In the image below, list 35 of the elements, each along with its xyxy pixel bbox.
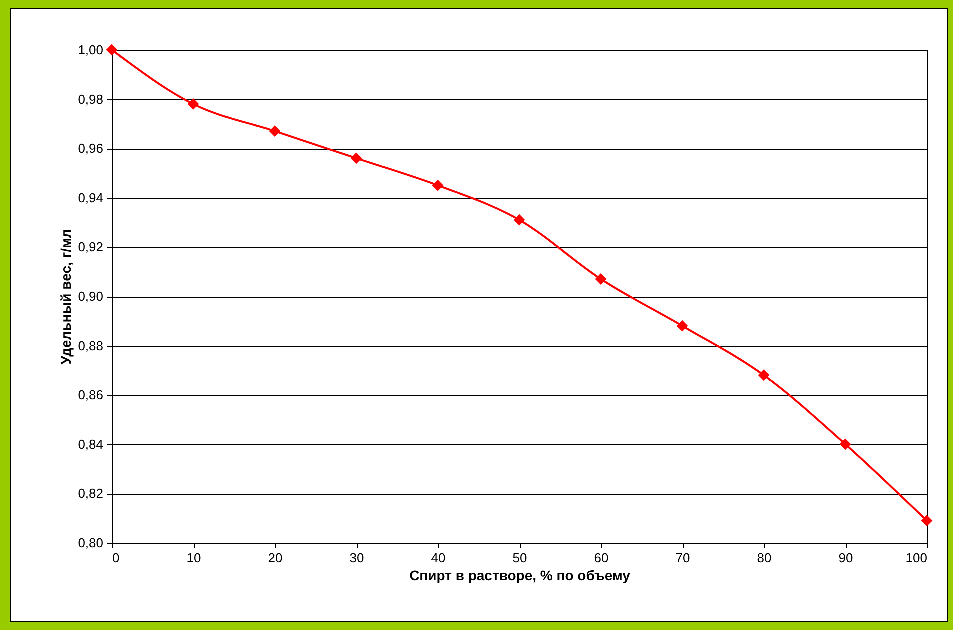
y-tick-label: 0,94 xyxy=(78,190,104,206)
x-tick-label: 70 xyxy=(676,550,690,566)
point xyxy=(840,438,852,450)
y-tick-label: 0,84 xyxy=(78,436,104,452)
point xyxy=(269,126,281,138)
y-tick-label: 0,88 xyxy=(78,338,104,354)
y-tick-label: 0,82 xyxy=(78,486,104,502)
x-tick-label: 10 xyxy=(186,550,202,566)
point xyxy=(432,180,444,192)
y-tick-label: 0,96 xyxy=(78,141,104,156)
x-tick-label: 90 xyxy=(838,550,854,566)
point xyxy=(676,320,688,332)
y-tick-label: 0,86 xyxy=(78,388,104,403)
x-tick-label: 60 xyxy=(594,550,609,566)
point xyxy=(106,44,118,56)
point xyxy=(595,274,607,285)
x-tick-label: 80 xyxy=(757,550,772,566)
x-tick-label: 100 xyxy=(906,550,928,566)
point xyxy=(188,98,200,110)
x-axis-title: Спирт в растворе, % по объему xyxy=(410,568,631,584)
point xyxy=(350,152,362,164)
y-axis-title: Удельный вес, г/мл xyxy=(58,229,74,365)
x-tick-label: 40 xyxy=(431,550,446,566)
x-tick-label: 30 xyxy=(350,550,364,566)
y-tick-label: 0,80 xyxy=(78,536,104,550)
x-tick-label: 0 xyxy=(112,550,120,566)
y-tick-label: 0,98 xyxy=(78,92,104,107)
x-tick-label: 50 xyxy=(512,550,528,566)
y-tick-label: 1,00 xyxy=(78,42,104,58)
y-tick-label: 0,92 xyxy=(78,240,104,255)
x-tick-label: 20 xyxy=(268,550,283,566)
point xyxy=(758,370,770,382)
y-tick-label: 0,90 xyxy=(78,289,104,304)
point xyxy=(921,515,933,527)
point xyxy=(514,214,526,226)
